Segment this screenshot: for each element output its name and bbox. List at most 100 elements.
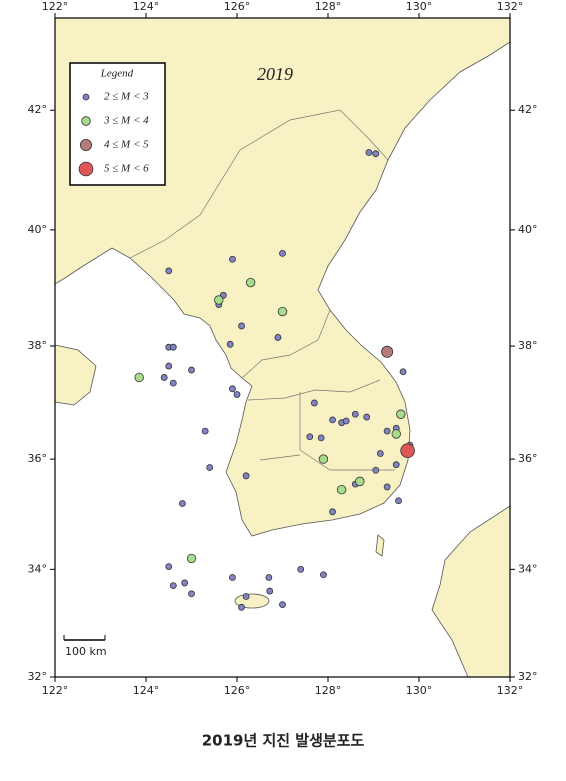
axes: 122° 122° 124° 124° 126° 126° 128° 128° 130° 130°… — [28, 0, 538, 697]
earthquake-point — [342, 417, 350, 425]
x-tick-label: 130° — [406, 684, 433, 697]
earthquake-point — [383, 483, 391, 491]
earthquake-point — [188, 366, 195, 374]
earthquake-point — [320, 571, 327, 579]
y-tick-label: 40° — [28, 223, 48, 236]
y-tick-label: 32° — [28, 670, 48, 683]
y-tick-label: 34° — [518, 562, 538, 575]
earthquake-point — [242, 472, 250, 480]
earthquake-point — [188, 590, 195, 598]
border-line — [129, 109, 389, 259]
y-tick-label: 42° — [518, 103, 538, 116]
earthquake-point — [355, 476, 365, 487]
points — [134, 149, 415, 611]
earthquake-point — [392, 461, 400, 469]
earthquake-point — [363, 413, 371, 421]
mainland — [54, 17, 511, 537]
map-frame — [54, 17, 511, 678]
earthquake-point — [238, 322, 245, 330]
earthquake-point — [181, 579, 189, 587]
x-tick-label: 128° — [315, 0, 342, 13]
earthquake-point — [242, 593, 250, 600]
earthquake-point — [274, 334, 282, 341]
y-tick-label: 34° — [28, 562, 48, 575]
earthquake-point — [336, 484, 347, 495]
earthquake-point — [318, 454, 329, 464]
legend-marker — [78, 161, 94, 177]
x-tick-label: 132° — [497, 684, 524, 697]
legend-label: 5 ≤ M < 6 — [104, 163, 149, 175]
earthquake-point — [376, 450, 384, 457]
x-tick-label: 122° — [42, 684, 69, 697]
x-tick-label: 122° — [42, 0, 69, 13]
earthquake-point — [201, 427, 209, 435]
legend-title: Legend — [100, 68, 134, 80]
earthquake-point — [169, 343, 177, 351]
earthquake-point — [381, 345, 394, 358]
legend-label: 2 ≤ M < 3 — [104, 91, 149, 103]
earthquake-point — [186, 553, 197, 564]
earthquake-point — [329, 416, 336, 424]
y-tick-label: 38° — [518, 339, 538, 352]
earthquake-point — [306, 433, 314, 441]
earthquake-point — [238, 603, 245, 611]
earthquake-point — [396, 409, 406, 419]
legend-marker — [81, 116, 91, 126]
earthquake-point — [329, 508, 336, 516]
earthquake-point — [277, 306, 288, 317]
x-tick-label: 124° — [133, 0, 160, 13]
earthquake-point — [351, 410, 359, 418]
tsushima — [375, 534, 385, 557]
map-title: 2019 — [257, 64, 293, 84]
earthquake-point — [266, 587, 274, 595]
earthquake-point — [229, 574, 236, 581]
earthquake-point — [372, 150, 380, 158]
earthquake-point — [310, 399, 318, 407]
x-tick-label: 126° — [224, 0, 251, 13]
earthquake-point — [178, 500, 186, 507]
earthquake-point — [165, 563, 173, 571]
y-tick-label: 40° — [518, 223, 538, 236]
x-tick-label: 124° — [133, 684, 160, 697]
earthquake-point — [134, 372, 144, 383]
earthquake-point — [372, 466, 380, 474]
border-line — [247, 379, 395, 471]
earthquake-point — [297, 565, 305, 573]
earthquake-point — [365, 149, 373, 156]
earthquake-point — [169, 582, 177, 590]
y-tick-label: 38° — [28, 339, 48, 352]
border-line — [241, 309, 331, 379]
land — [54, 17, 511, 678]
caption: 2019년 지진 발생분포도 — [202, 732, 365, 750]
earthquake-point — [233, 391, 241, 398]
legend-marker — [80, 138, 93, 151]
earthquake-point — [160, 374, 168, 381]
earthquake-point — [226, 340, 234, 348]
earthquake-point — [391, 429, 401, 439]
earthquake-point — [229, 385, 236, 393]
earthquake-point — [265, 574, 273, 581]
earthquake-point — [317, 434, 325, 442]
earthquake-point — [399, 368, 407, 376]
scale-bar-label: 100 km — [65, 645, 107, 658]
x-tick-label: 130° — [406, 0, 433, 13]
earthquake-point — [214, 295, 224, 305]
earthquake-point — [206, 464, 214, 471]
x-tick-label: 126° — [224, 684, 251, 697]
earthquake-point — [383, 427, 391, 435]
y-tick-label: 32° — [518, 670, 538, 683]
earthquake-point — [400, 443, 415, 459]
earthquake-point — [229, 255, 236, 263]
legend: 2 ≤ M < 3 3 ≤ M < 4 4 ≤ M < 5 5 ≤ M < 6 — [78, 91, 149, 177]
earthquake-point — [165, 267, 173, 275]
x-tick-label: 128° — [315, 684, 342, 697]
earthquake-point — [165, 362, 173, 370]
y-tick-label: 36° — [518, 452, 538, 465]
legend-label: 3 ≤ M < 4 — [103, 115, 149, 127]
legend-label: 4 ≤ M < 5 — [104, 139, 149, 151]
y-tick-label: 42° — [28, 103, 48, 116]
legend-marker — [82, 93, 90, 101]
earthquake-point — [279, 249, 286, 257]
